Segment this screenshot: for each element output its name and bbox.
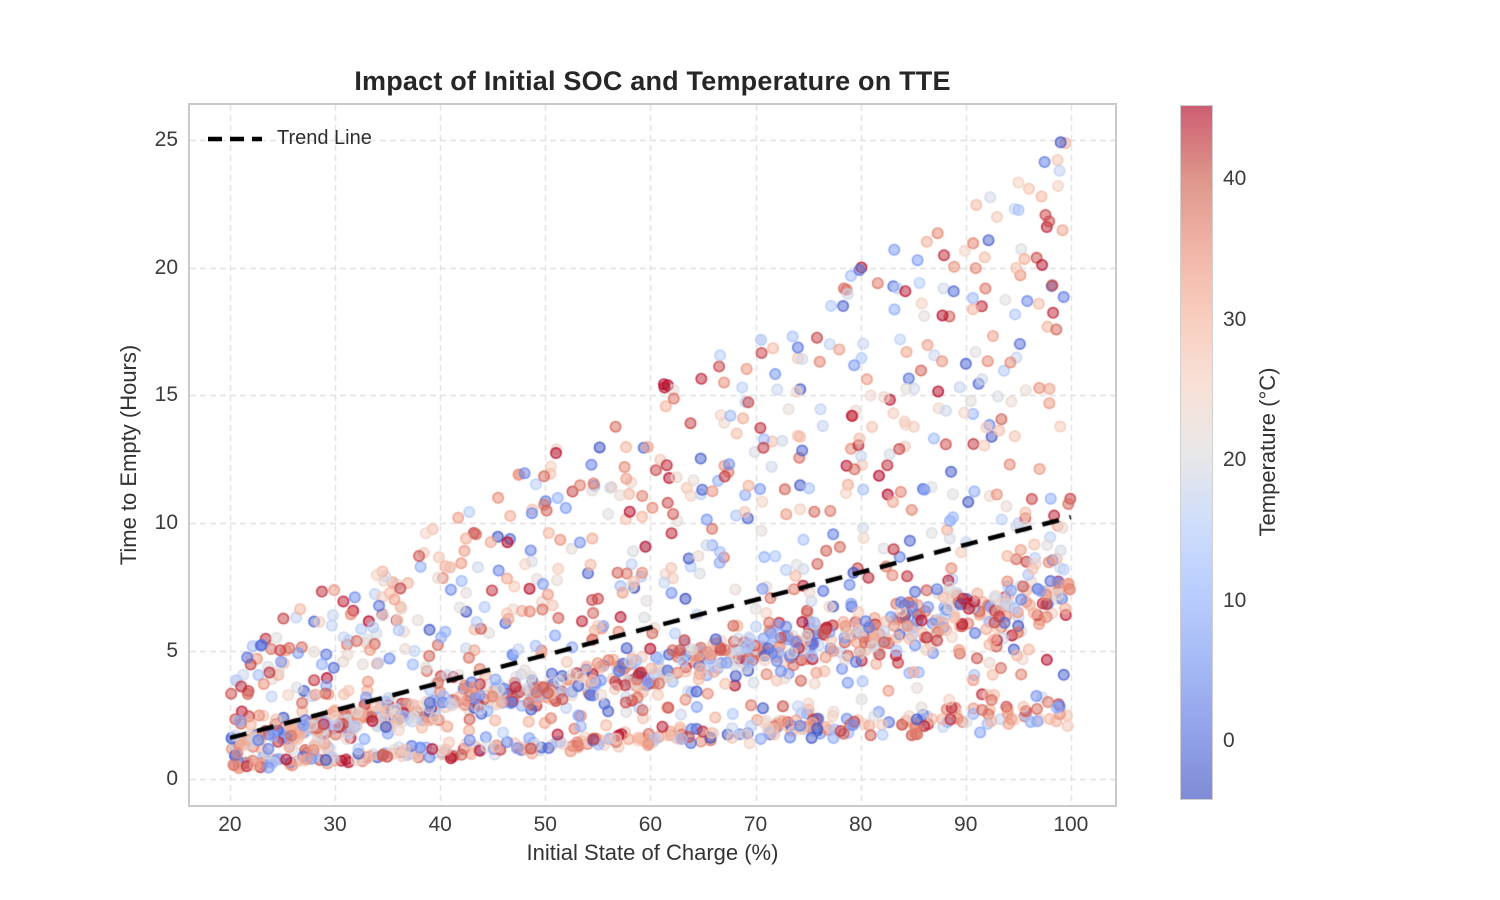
x-tick-label-50: 50 <box>533 813 557 836</box>
y-tick-label-0: 0 <box>166 767 178 791</box>
y-tick-label-20: 20 <box>154 255 178 279</box>
scatter-plot-canvas <box>190 105 1115 805</box>
legend-label: Trend Line <box>277 127 372 149</box>
y-tick-label-15: 15 <box>154 383 178 407</box>
colorbar-tick-label-0: 0 <box>1223 729 1235 753</box>
x-tick-label-90: 90 <box>954 813 978 836</box>
colorbar-tick-label-10: 10 <box>1223 588 1247 612</box>
y-axis-label: Time to Empty (Hours) <box>116 344 141 566</box>
x-tick-label-60: 60 <box>638 813 663 836</box>
colorbar-tick-label-30: 30 <box>1223 307 1247 331</box>
trend-line-legend-swatch <box>208 136 262 141</box>
colorbar <box>1180 105 1213 800</box>
y-tick-label-10: 10 <box>154 511 178 535</box>
legend: Trend Line <box>207 127 372 150</box>
x-tick-label-40: 40 <box>428 813 452 836</box>
x-tick-label-30: 30 <box>323 813 347 836</box>
colorbar-tick-label-40: 40 <box>1223 167 1247 191</box>
chart-title: Impact of Initial SOC and Temperature on… <box>354 66 951 96</box>
x-tick-label-100: 100 <box>1053 813 1089 836</box>
colorbar-gradient <box>1181 106 1212 799</box>
x-tick-label-70: 70 <box>743 813 768 836</box>
colorbar-tick-label-20: 20 <box>1223 448 1247 472</box>
y-tick-label-25: 25 <box>154 127 178 151</box>
colorbar-label: Temperature (°C) <box>1255 367 1280 537</box>
y-tick-label-5: 5 <box>166 639 178 663</box>
x-axis-label: Initial State of Charge (%) <box>526 840 779 865</box>
x-tick-label-20: 20 <box>218 813 242 836</box>
x-tick-label-80: 80 <box>848 813 873 836</box>
plot-area: Trend Line <box>188 103 1117 807</box>
